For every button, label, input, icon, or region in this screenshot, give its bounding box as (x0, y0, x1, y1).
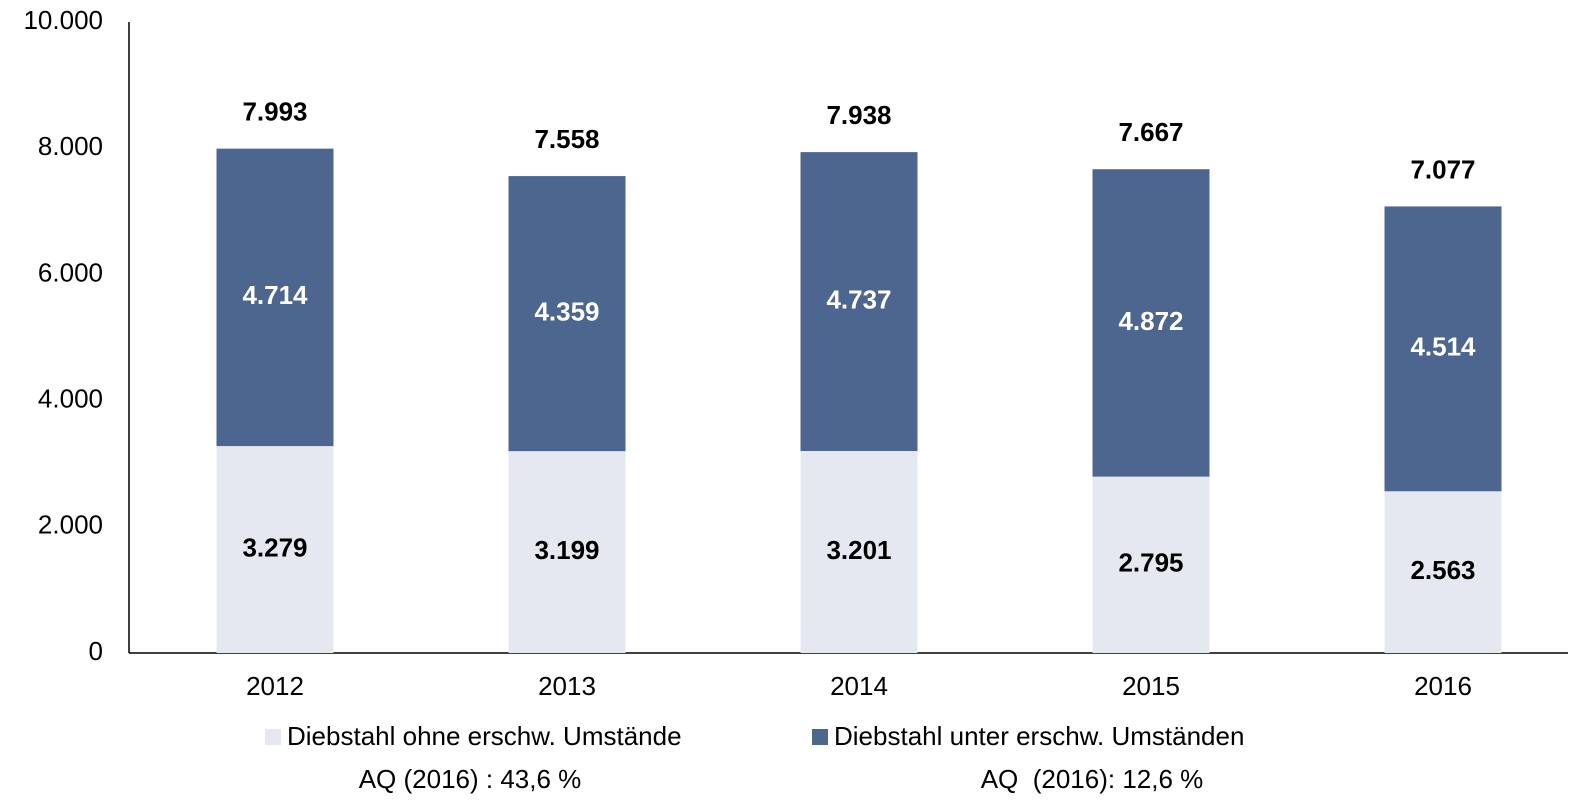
y-tick-label: 8.000 (38, 131, 103, 161)
legend-label: Diebstahl unter erschw. Umständen (834, 721, 1244, 751)
y-tick-label: 10.000 (23, 5, 103, 35)
bar-segment (1384, 491, 1502, 653)
legend-swatch (812, 729, 828, 745)
data-label: 2.563 (1410, 555, 1475, 585)
x-tick-label: 2016 (1414, 671, 1472, 701)
y-tick-label: 4.000 (38, 383, 103, 413)
total-label: 7.938 (826, 100, 891, 130)
legend-label: Diebstahl ohne erschw. Umstände (287, 721, 682, 751)
x-tick-label: 2012 (246, 671, 304, 701)
data-label: 4.714 (242, 280, 308, 310)
data-label: 3.201 (826, 535, 891, 565)
bar-segment (1384, 206, 1502, 492)
annotation: AQ (2016): 12,6 % (981, 764, 1204, 794)
data-label: 4.359 (534, 296, 599, 326)
bar-segment (1092, 476, 1210, 653)
bar-segment (1092, 169, 1210, 477)
annotation: AQ (2016) : 43,6 % (359, 764, 582, 794)
data-label: 4.872 (1118, 306, 1183, 336)
total-label: 7.667 (1118, 117, 1183, 147)
y-tick-label: 6.000 (38, 257, 103, 287)
y-tick-label: 2.000 (38, 510, 103, 540)
x-tick-label: 2013 (538, 671, 596, 701)
total-label: 7.993 (242, 97, 307, 127)
x-tick-label: 2015 (1122, 671, 1180, 701)
x-tick-label: 2014 (830, 671, 888, 701)
data-label: 2.795 (1118, 548, 1183, 578)
bar-segment (508, 451, 626, 653)
bar-segment (800, 152, 918, 452)
bar-segment (800, 451, 918, 653)
data-label: 3.279 (242, 532, 307, 562)
total-label: 7.558 (534, 124, 599, 154)
bar-segment (508, 176, 626, 452)
data-label: 3.199 (534, 535, 599, 565)
total-label: 7.077 (1410, 154, 1475, 184)
y-tick-label: 0 (89, 636, 103, 666)
legend-swatch (265, 729, 281, 745)
bar-segment (216, 446, 334, 653)
data-label: 4.737 (826, 284, 891, 314)
data-label: 4.514 (1410, 332, 1476, 362)
bar-segment (216, 148, 334, 447)
